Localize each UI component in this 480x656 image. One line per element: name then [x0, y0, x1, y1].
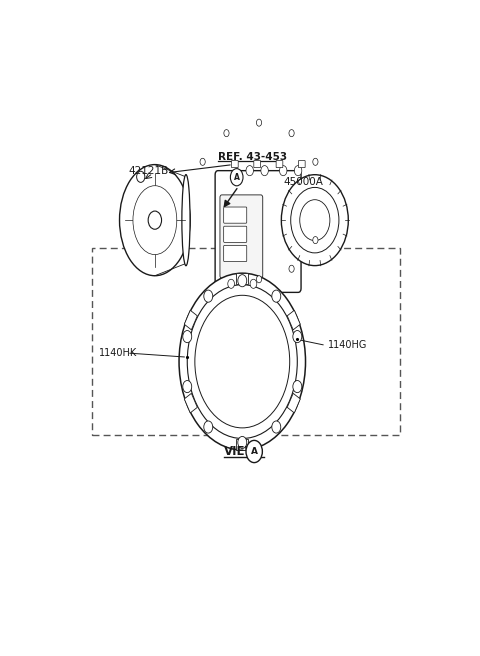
Circle shape: [183, 380, 192, 393]
FancyBboxPatch shape: [231, 161, 238, 168]
Circle shape: [238, 275, 247, 287]
Ellipse shape: [195, 295, 290, 428]
Circle shape: [293, 380, 302, 393]
FancyBboxPatch shape: [299, 161, 305, 168]
Polygon shape: [236, 439, 248, 450]
FancyBboxPatch shape: [224, 226, 247, 242]
Circle shape: [204, 421, 213, 433]
FancyBboxPatch shape: [92, 248, 400, 435]
Ellipse shape: [133, 186, 177, 255]
FancyBboxPatch shape: [224, 207, 247, 223]
Circle shape: [289, 130, 294, 136]
Polygon shape: [184, 394, 197, 413]
Ellipse shape: [179, 273, 305, 450]
Polygon shape: [287, 310, 300, 330]
Circle shape: [313, 237, 318, 243]
Circle shape: [238, 436, 247, 449]
Circle shape: [246, 165, 253, 176]
Circle shape: [250, 279, 257, 289]
Circle shape: [137, 171, 145, 182]
Text: A: A: [234, 173, 240, 182]
Text: A: A: [251, 447, 258, 456]
FancyBboxPatch shape: [254, 161, 261, 168]
Circle shape: [228, 279, 234, 289]
Polygon shape: [287, 394, 300, 413]
FancyBboxPatch shape: [224, 245, 247, 262]
Circle shape: [230, 169, 243, 186]
Polygon shape: [236, 273, 248, 284]
Ellipse shape: [140, 195, 170, 245]
Circle shape: [246, 440, 263, 462]
Text: 1140HK: 1140HK: [99, 348, 137, 358]
FancyBboxPatch shape: [215, 171, 301, 293]
Circle shape: [313, 158, 318, 165]
Ellipse shape: [120, 165, 190, 276]
Circle shape: [289, 265, 294, 272]
Circle shape: [148, 211, 162, 229]
Polygon shape: [184, 310, 197, 330]
Text: 45000A: 45000A: [283, 177, 323, 187]
Text: VIEW: VIEW: [224, 445, 258, 458]
Circle shape: [272, 290, 281, 302]
Circle shape: [256, 119, 262, 126]
Circle shape: [200, 158, 205, 165]
Circle shape: [272, 421, 281, 433]
Circle shape: [281, 174, 348, 266]
Circle shape: [224, 130, 229, 136]
Circle shape: [183, 331, 192, 342]
FancyBboxPatch shape: [220, 195, 263, 278]
Circle shape: [294, 165, 302, 176]
Text: REF. 43-453: REF. 43-453: [218, 152, 287, 162]
Text: 42121B: 42121B: [129, 166, 169, 176]
Ellipse shape: [187, 285, 297, 438]
Circle shape: [204, 290, 213, 302]
Circle shape: [279, 165, 287, 176]
Circle shape: [256, 276, 262, 283]
Circle shape: [261, 165, 268, 176]
Circle shape: [300, 199, 330, 241]
Circle shape: [293, 331, 302, 342]
FancyBboxPatch shape: [276, 161, 283, 168]
Text: 1140HG: 1140HG: [328, 340, 367, 350]
Ellipse shape: [182, 174, 190, 266]
Circle shape: [291, 188, 339, 253]
